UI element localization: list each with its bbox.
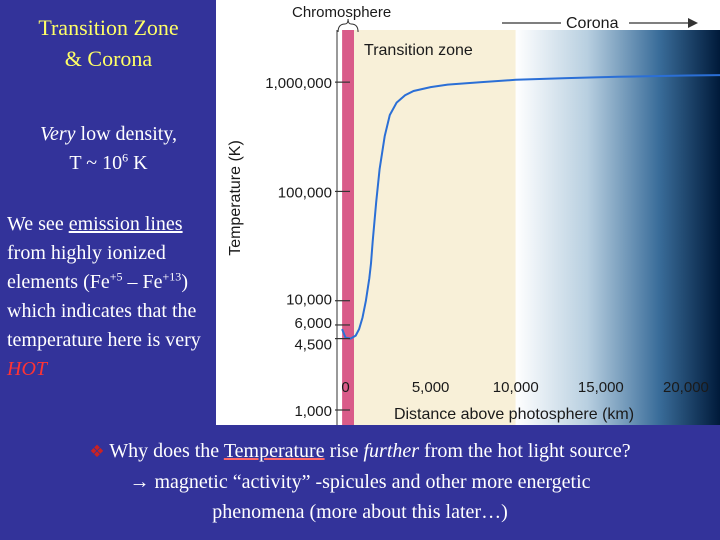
y-tick-label: 10,000: [286, 292, 332, 309]
corona-label: Corona: [566, 15, 619, 32]
slide-title: Transition Zone & Corona: [6, 12, 211, 74]
density-note: Very low density, T ~ 106 K: [6, 120, 211, 178]
temp-exponent: 6: [122, 150, 129, 165]
y-tick-label: 4,500: [294, 337, 332, 354]
x-tick-label: 5,000: [412, 379, 450, 396]
temperature-chart: 1,000,000 100,000 10,000 6,000 4,500 1,000 0 5…: [216, 0, 720, 425]
emission-mid2: – Fe: [122, 271, 163, 293]
title-line-1: Transition Zone: [38, 15, 179, 40]
y-axis-label: Temperature (K): [227, 140, 244, 256]
transition-zone-label: Transition zone: [364, 42, 473, 59]
answer-line-2: phenomena (more about this later…): [212, 501, 508, 523]
x-tick-label: 10,000: [493, 379, 539, 396]
x-axis-label: Distance above photosphere (km): [394, 406, 634, 423]
emission-note: We see emission lines from highly ionize…: [7, 210, 219, 384]
region-corona: [515, 30, 720, 425]
temperature-link[interactable]: Temperature: [223, 440, 325, 462]
temperature-curve: [341, 74, 720, 340]
y-tick-label: 6,000: [294, 315, 332, 332]
emission-sup2: +13: [162, 269, 182, 284]
x-tick-label: 0: [341, 379, 349, 396]
emission-mid1: from highly ionized elements (Fe: [7, 242, 166, 293]
region-chromosphere: [342, 30, 355, 425]
emission-lines-link[interactable]: emission lines: [68, 213, 183, 235]
density-italic: Very: [39, 123, 76, 145]
answer-line-1: magnetic “activity” -spicules and other …: [149, 471, 591, 493]
question-italic: further: [363, 440, 420, 462]
question-post: from the hot light source?: [419, 440, 631, 462]
y-tick-label: 100,000: [278, 184, 332, 201]
emission-sup1: +5: [109, 269, 123, 284]
discussion-question: ❖ Why does the Temperature rise further …: [0, 436, 720, 527]
diamond-bullet-icon: ❖: [89, 442, 105, 462]
question-pre: Why does the: [104, 440, 224, 462]
emission-pre: We see: [7, 213, 69, 235]
chromosphere-brace-icon: [337, 18, 359, 33]
density-text: low density,: [75, 123, 178, 145]
y-tick-label: 1,000: [294, 403, 332, 420]
chromosphere-label: Chromosphere: [292, 4, 391, 21]
arrow-icon: →: [129, 471, 150, 493]
title-line-2: & Corona: [64, 46, 153, 71]
emission-mid3: ) which indicates that the temperature h…: [7, 271, 201, 351]
arrowhead-icon: [688, 18, 698, 28]
temp-prefix: T ~ 10: [69, 152, 123, 174]
question-mid: rise: [324, 440, 364, 462]
hot-word: HOT: [7, 358, 48, 380]
y-tick-label: 1,000,000: [265, 75, 332, 92]
region-transition-zone: [354, 30, 516, 425]
x-tick-label: 20,000: [663, 379, 709, 396]
temp-unit: K: [128, 152, 148, 174]
x-tick-label: 15,000: [578, 379, 624, 396]
